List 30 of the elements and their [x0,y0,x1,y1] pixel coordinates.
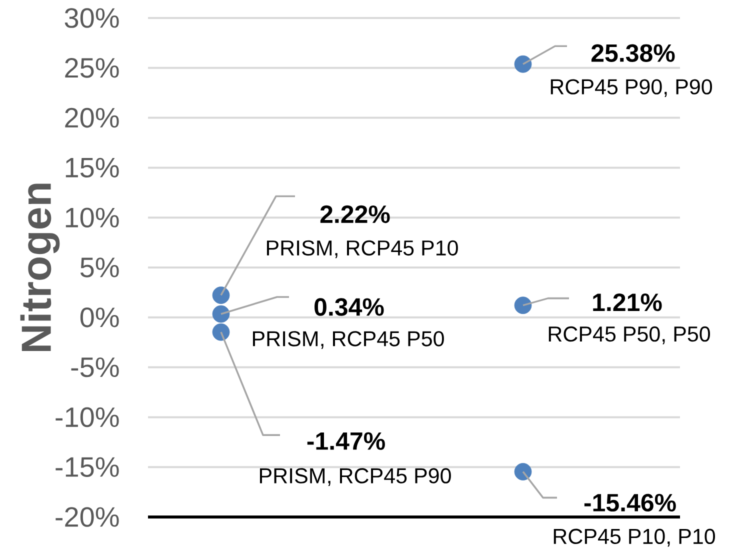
text: RCP45 P10, P10 [554,528,716,547]
point [514,462,532,480]
y-tick-label: -5% [71,357,119,378]
y-tick-label: -20% [56,507,119,527]
point [212,286,230,304]
series-label: PRISM, RCP45 P50 [252,331,444,349]
y-tick-label: 10% [66,208,119,228]
y-tick-label: 30% [64,8,119,28]
point [514,55,532,73]
series-label: RCP45 P90, P90 [550,79,712,97]
point [514,296,532,314]
point [212,323,230,341]
data-label: 1.21% [593,294,662,312]
y-tick-label: 20% [65,108,119,128]
data-label: -1.47% [307,432,385,450]
text: PRISM, RCP45 P10 [266,240,458,258]
data-label: -15.46% [584,494,676,512]
y-tick-label: -10% [56,407,119,428]
y-tick-label: -15% [56,457,119,477]
data-label: 0.34% [314,298,384,316]
y-tick-label: 25% [65,58,119,78]
y-tick-label: 15% [66,158,119,178]
y-axis-title: Nitrogen [20,184,60,352]
data-label: 25.38% [591,44,675,62]
text: PRISM, RCP45 P90 [260,468,451,486]
y-tick-label: 5% [80,258,119,278]
point [212,305,230,323]
y-tick-label: 0% [80,307,119,328]
data-label: 2.22% [320,205,390,224]
series-label: RCP45 P50, P50 [548,326,710,344]
